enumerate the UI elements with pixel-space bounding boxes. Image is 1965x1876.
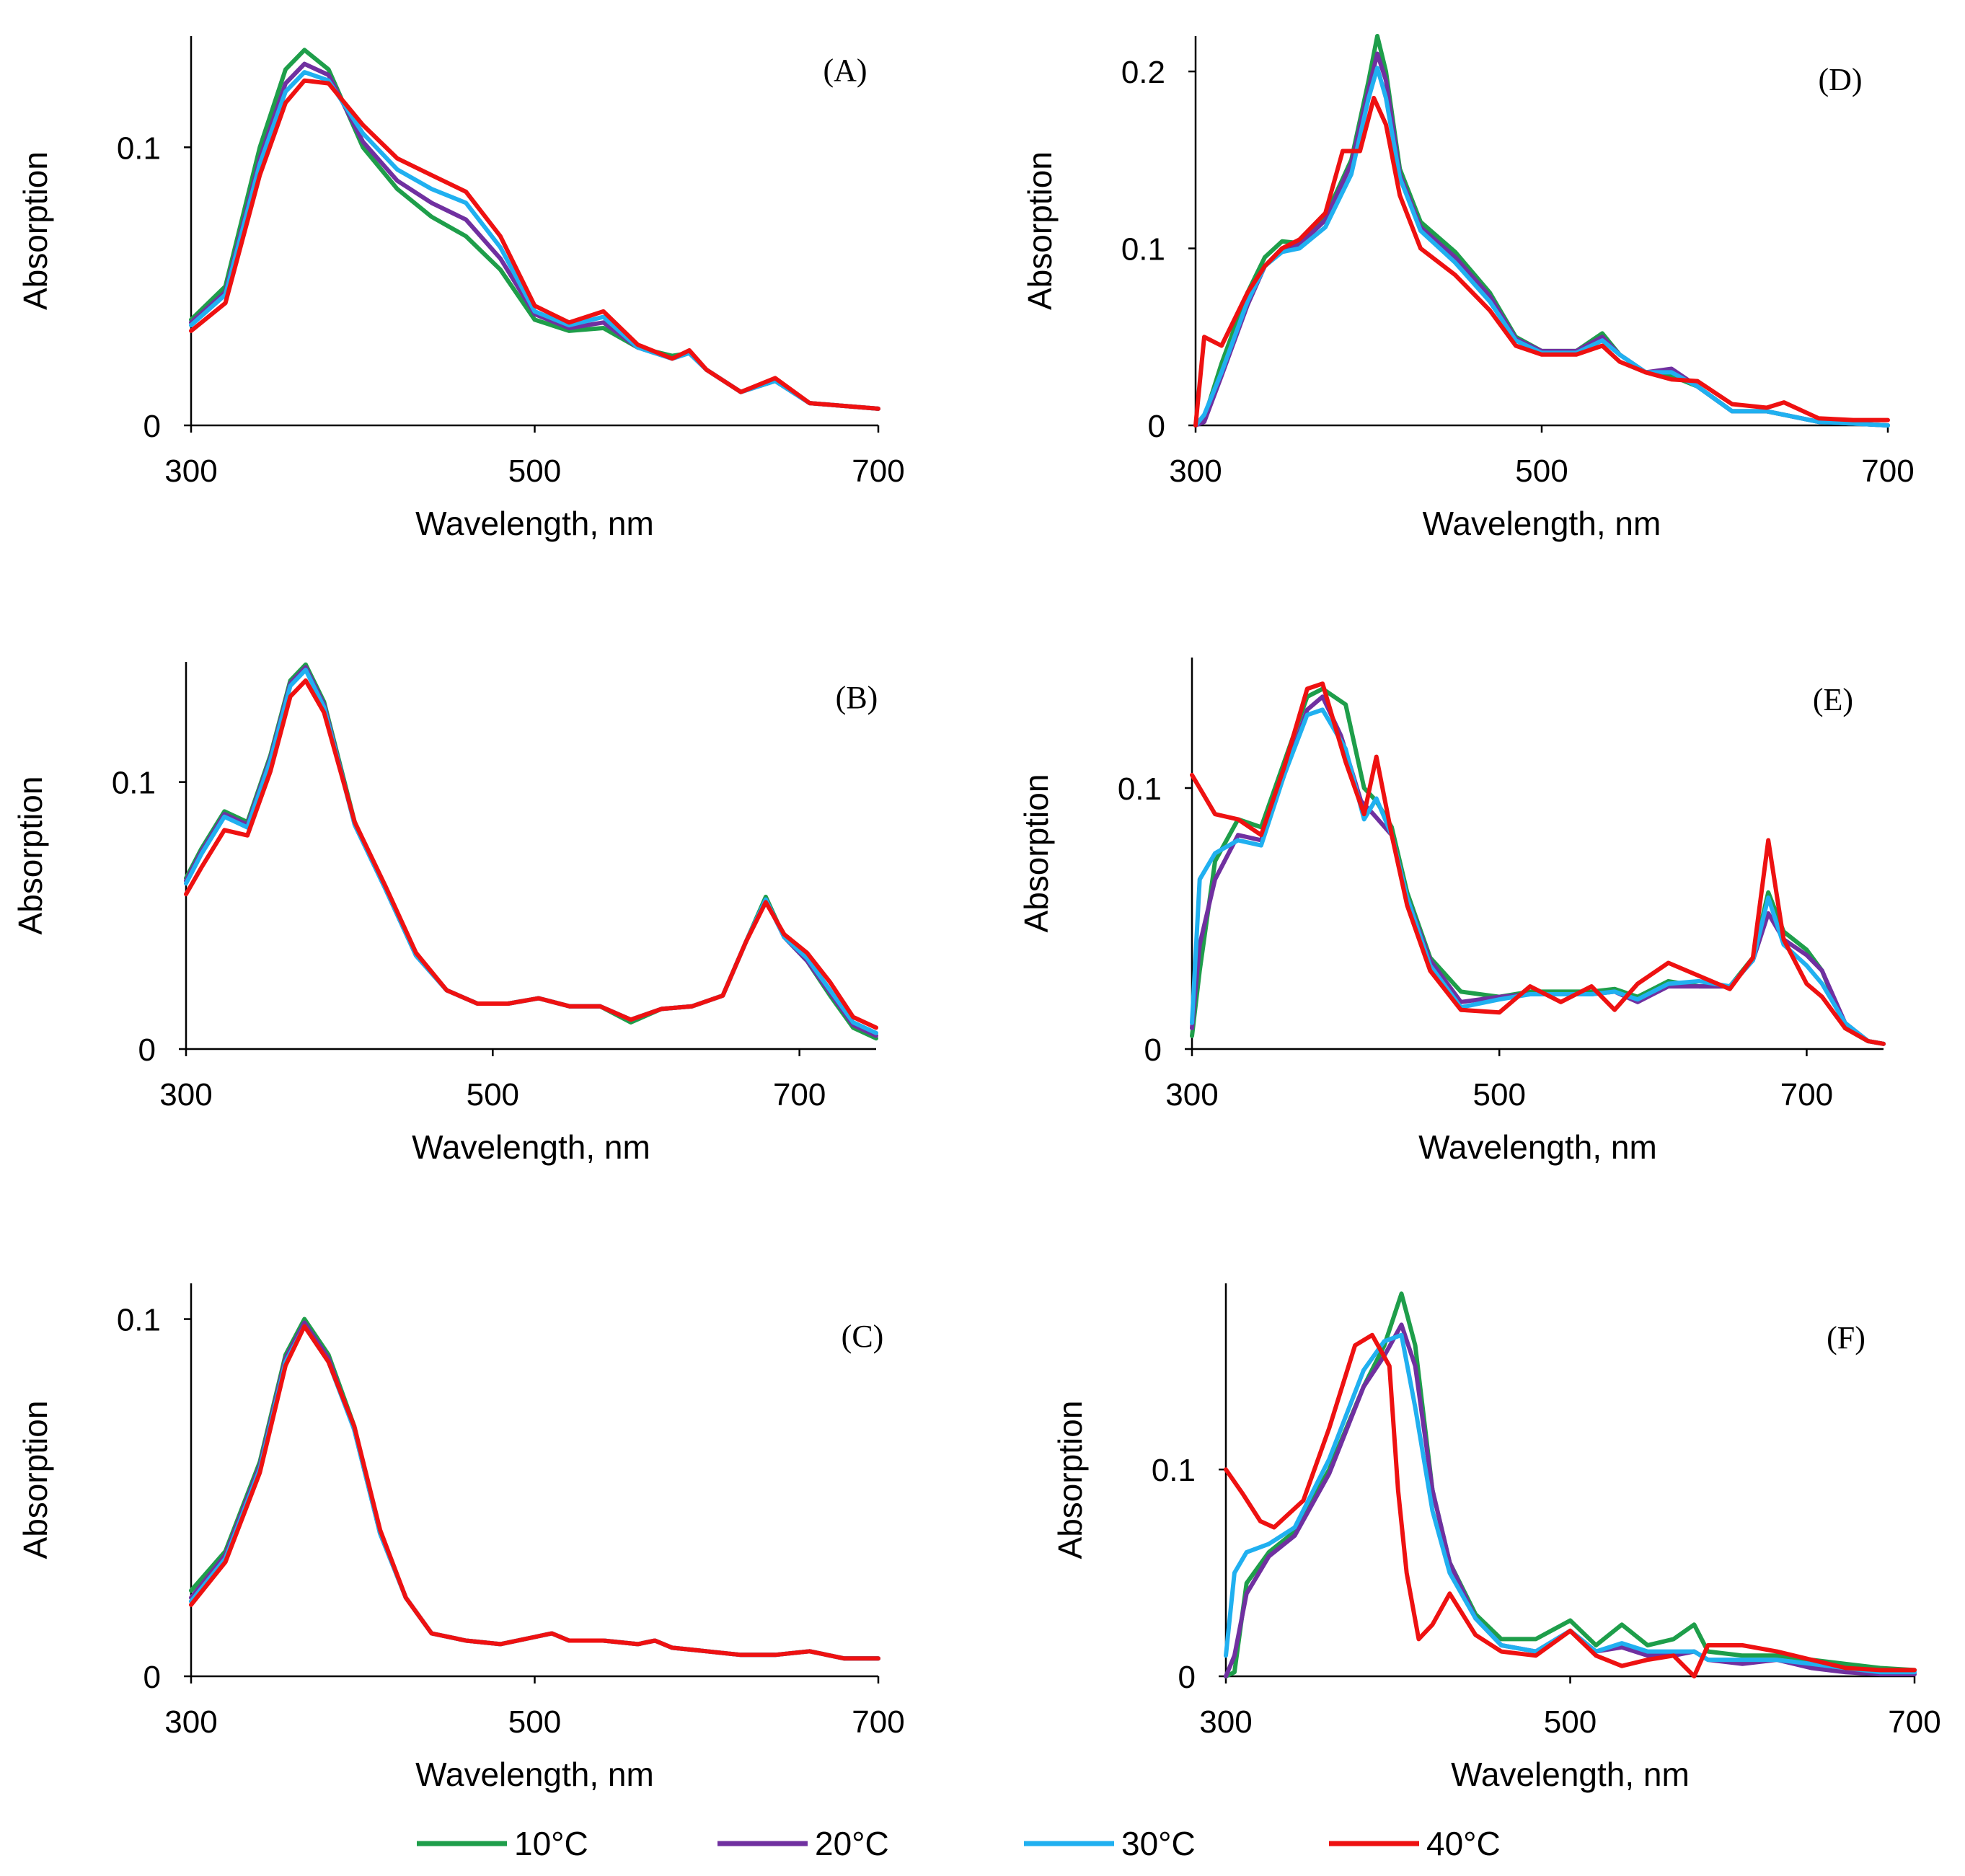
y-axis-title: Absorption <box>1017 774 1055 933</box>
panel-label: (E) <box>1813 682 1853 717</box>
panel-f: 300 500 700 0 0.1 Wavelength, nm Absorption (F) <box>1051 1283 1941 1793</box>
y-axis-title: Absorption <box>1051 1401 1089 1559</box>
panel-d: 300 500 700 0 0.1 0.2 Wavelength, nm Absorption… <box>1021 34 1915 542</box>
y-axis-title: Absorption <box>17 151 54 310</box>
x-axis-title: Wavelength, nm <box>1451 1756 1690 1793</box>
x-tick-label: 500 <box>508 453 561 489</box>
y-tick-label: 0.2 <box>1121 55 1165 90</box>
y-tick-label: 0.1 <box>117 130 161 166</box>
series-line-40c <box>1193 95 1890 428</box>
panel-label: (C) <box>842 1319 884 1354</box>
panel-a: 300 500 700 0 0.1 Wavelength, nm Absorption (A) <box>17 36 905 542</box>
x-tick-label: 700 <box>773 1077 826 1112</box>
series-line-40c <box>189 1324 880 1661</box>
panel-label: (F) <box>1827 1320 1865 1355</box>
x-tick-label: 300 <box>1199 1704 1252 1740</box>
y-tick-label: 0.1 <box>1121 232 1165 267</box>
panel-e: 300 500 700 0 0.1 Wavelength, nm Absorption (E) <box>1017 658 1886 1166</box>
x-tick-label: 500 <box>1515 453 1568 489</box>
x-tick-label: 500 <box>508 1704 561 1740</box>
y-tick-label: 0.1 <box>112 766 156 801</box>
series-line-20c <box>189 61 880 411</box>
x-tick-label: 500 <box>1473 1077 1526 1112</box>
x-tick-label: 700 <box>852 453 904 489</box>
y-tick-label: 0 <box>143 409 161 444</box>
series-line-40c <box>184 678 878 1030</box>
x-tick-label: 700 <box>1861 453 1914 489</box>
y-axis-title: Absorption <box>1021 151 1059 310</box>
series-line-10c <box>189 48 880 411</box>
x-tick-label: 700 <box>852 1704 904 1740</box>
x-tick-label: 300 <box>164 1704 217 1740</box>
panel-label: (B) <box>836 680 878 715</box>
x-tick-label: 700 <box>1780 1077 1833 1112</box>
y-tick-label: 0 <box>1144 1032 1162 1068</box>
x-tick-label: 300 <box>1165 1077 1218 1112</box>
series-line-10c <box>1193 34 1890 428</box>
x-tick-label: 300 <box>1169 453 1222 489</box>
x-axis-title: Wavelength, nm <box>412 1128 650 1166</box>
legend-label: 30°C <box>1121 1825 1196 1862</box>
x-tick-label: 300 <box>159 1077 212 1112</box>
y-axis-title: Absorption <box>17 1401 54 1559</box>
series-line-30c <box>189 1324 880 1661</box>
series-line-30c <box>1190 707 1886 1046</box>
series-line-30c <box>184 668 878 1035</box>
y-tick-label: 0.1 <box>117 1303 161 1338</box>
y-tick-label: 0 <box>143 1660 161 1695</box>
series-line-30c <box>1193 66 1890 428</box>
y-tick-label: 0 <box>1148 409 1165 444</box>
series-line-10c <box>184 662 878 1041</box>
series-line-20c <box>1224 1322 1917 1678</box>
x-axis-title: Wavelength, nm <box>1423 505 1661 542</box>
panel-c: 300 500 700 0 0.1 Wavelength, nm Absorption (C) <box>17 1283 905 1793</box>
series-line-40c <box>1224 1332 1917 1678</box>
series-line-30c <box>189 70 880 411</box>
x-tick-label: 300 <box>164 453 217 489</box>
y-tick-label: 0.1 <box>1152 1453 1196 1488</box>
x-axis-title: Wavelength, nm <box>415 505 654 542</box>
x-tick-label: 500 <box>467 1077 519 1112</box>
series-line-40c <box>1190 681 1886 1046</box>
panel-label: (D) <box>1818 62 1862 97</box>
legend: 10°C 20°C 30°C 40°C <box>417 1825 1501 1862</box>
series-line-20c <box>184 665 878 1038</box>
x-axis-title: Wavelength, nm <box>415 1756 654 1793</box>
x-tick-label: 500 <box>1544 1704 1597 1740</box>
series-line-30c <box>1224 1332 1917 1675</box>
y-tick-label: 0 <box>138 1032 156 1068</box>
legend-label: 10°C <box>514 1825 588 1862</box>
panel-b: 300 500 700 0 0.1 Wavelength, nm Absorption (B) <box>12 662 878 1166</box>
series-line-10c <box>1224 1291 1917 1678</box>
legend-label: 40°C <box>1426 1825 1501 1862</box>
legend-label: 20°C <box>815 1825 889 1862</box>
series-line-20c <box>189 1320 880 1661</box>
x-tick-label: 700 <box>1888 1704 1940 1740</box>
y-tick-label: 0.1 <box>1118 771 1162 807</box>
y-tick-label: 0 <box>1178 1660 1196 1695</box>
series-line-40c <box>189 78 880 411</box>
x-axis-title: Wavelength, nm <box>1418 1128 1657 1166</box>
series-line-10c <box>189 1317 880 1661</box>
y-axis-title: Absorption <box>12 776 49 935</box>
panel-label: (A) <box>823 53 867 88</box>
